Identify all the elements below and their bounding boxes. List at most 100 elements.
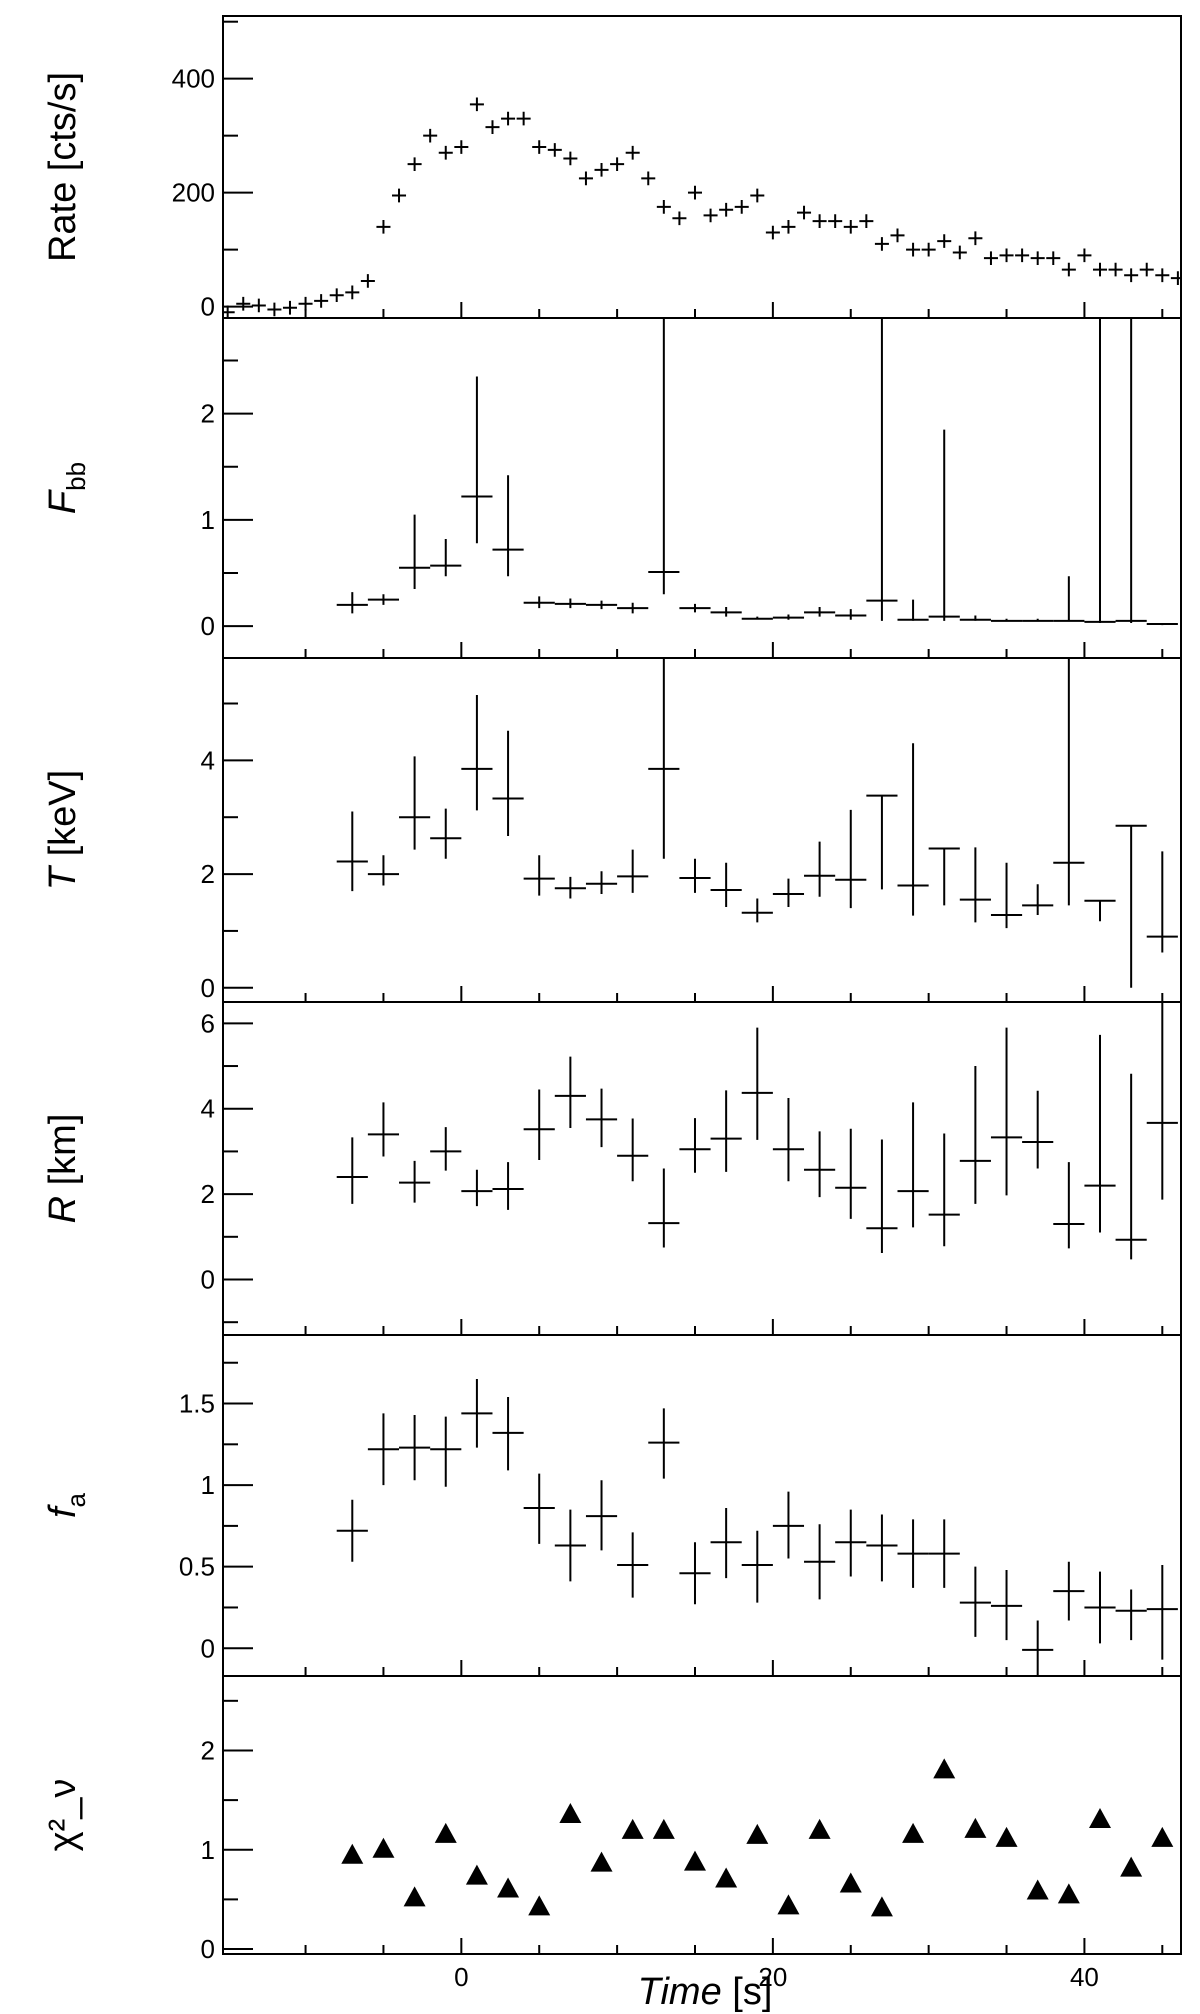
- plot-frame: [222, 317, 1182, 659]
- data-point: [372, 1837, 395, 1858]
- series-fbb: [336, 318, 1178, 626]
- data-point: [804, 841, 836, 897]
- data-point: [617, 602, 649, 614]
- data-point: [523, 596, 555, 609]
- data-point: [399, 1160, 431, 1203]
- y-tick-label: 1: [201, 1470, 215, 1500]
- y-tick-label: 2: [201, 399, 215, 429]
- data-point: [585, 1480, 618, 1551]
- data-point: [345, 285, 360, 300]
- data-point: [554, 1056, 586, 1128]
- data-point: [843, 219, 858, 234]
- data-point: [781, 219, 796, 234]
- data-point: [399, 514, 431, 589]
- data-point: [1170, 271, 1181, 285]
- data-point: [679, 858, 711, 893]
- data-point: [710, 607, 742, 617]
- data-point: [656, 200, 671, 214]
- data-point: [990, 1027, 1023, 1196]
- data-point: [772, 878, 805, 908]
- data-point: [1084, 318, 1116, 623]
- data-point: [399, 756, 431, 850]
- y-tick-label: 0: [201, 1934, 215, 1964]
- data-point: [1057, 1883, 1080, 1904]
- series-fa: [336, 1379, 1178, 1676]
- y-tick-label: 6: [201, 1008, 215, 1038]
- x-tick-label: 20: [758, 1962, 787, 1992]
- data-point: [516, 111, 531, 126]
- series-radius: [336, 1002, 1178, 1260]
- y-axis-label: T [keV]: [42, 770, 84, 890]
- data-point: [336, 811, 368, 892]
- data-point: [1030, 251, 1045, 266]
- data-point: [679, 603, 711, 613]
- data-point: [329, 288, 344, 303]
- data-point: [648, 1408, 680, 1479]
- data-point: [928, 847, 960, 906]
- y-tick-label: 4: [201, 745, 215, 775]
- data-point: [1088, 1807, 1111, 1828]
- x-tick-label: 40: [1070, 1962, 1099, 1992]
- data-point: [995, 1826, 1018, 1847]
- data-point: [990, 618, 1023, 622]
- y-tick-label: 200: [172, 178, 215, 208]
- data-point: [933, 1758, 956, 1779]
- data-point: [1151, 1826, 1174, 1847]
- data-point: [808, 1818, 831, 1839]
- data-point: [563, 151, 578, 166]
- data-point: [399, 1414, 431, 1481]
- data-point: [959, 847, 991, 923]
- y-axis-label: R [km]: [42, 1114, 84, 1224]
- data-point: [485, 120, 500, 134]
- data-point: [367, 1413, 400, 1486]
- data-point: [1108, 262, 1123, 277]
- data-point: [461, 1379, 493, 1448]
- data-point: [1061, 262, 1076, 277]
- data-point: [1084, 1571, 1116, 1644]
- data-point: [1146, 851, 1178, 953]
- data-point: [1124, 268, 1139, 283]
- y-tick-label: 0: [201, 973, 215, 1003]
- data-point: [734, 200, 749, 214]
- data-point: [1139, 262, 1154, 277]
- data-point: [492, 730, 524, 836]
- data-point: [897, 743, 929, 916]
- data-point: [719, 202, 734, 217]
- data-point: [407, 157, 422, 171]
- y-axis-label: Rate [cts/s]: [42, 72, 84, 262]
- data-point: [835, 1128, 867, 1219]
- data-point: [298, 296, 313, 311]
- y-axis-label: χ²_ν: [42, 1779, 84, 1852]
- data-point: [554, 598, 586, 609]
- data-point: [772, 1491, 805, 1559]
- data-point: [617, 1118, 649, 1182]
- y-tick-label: 0: [201, 1633, 215, 1663]
- data-point: [641, 171, 656, 186]
- data-point: [710, 1090, 742, 1172]
- series-temperature: [336, 658, 1178, 988]
- data-point: [434, 1822, 457, 1843]
- data-point: [897, 599, 929, 621]
- data-point: [1015, 248, 1030, 263]
- y-tick-label: 0.5: [179, 1552, 215, 1582]
- panel-radius: 0 2 4 6 R [km]: [42, 1001, 1182, 1336]
- data-point: [874, 237, 889, 251]
- data-point: [528, 1895, 551, 1916]
- data-point: [590, 1851, 613, 1872]
- panel-fbb: 0 1 2 Fbb: [42, 317, 1182, 659]
- data-point: [223, 305, 235, 318]
- data-point: [999, 248, 1014, 263]
- data-point: [937, 234, 952, 248]
- data-point: [1092, 262, 1108, 277]
- data-point: [1077, 248, 1092, 263]
- data-point: [594, 163, 609, 177]
- data-point: [336, 592, 368, 614]
- data-point: [750, 188, 765, 203]
- data-point: [392, 188, 407, 203]
- data-point: [741, 898, 773, 923]
- data-point: [928, 1133, 960, 1247]
- data-point: [812, 214, 827, 228]
- data-point: [1146, 1565, 1178, 1660]
- panel-chi2: 0 1 2 χ²_ν: [42, 1675, 1182, 1964]
